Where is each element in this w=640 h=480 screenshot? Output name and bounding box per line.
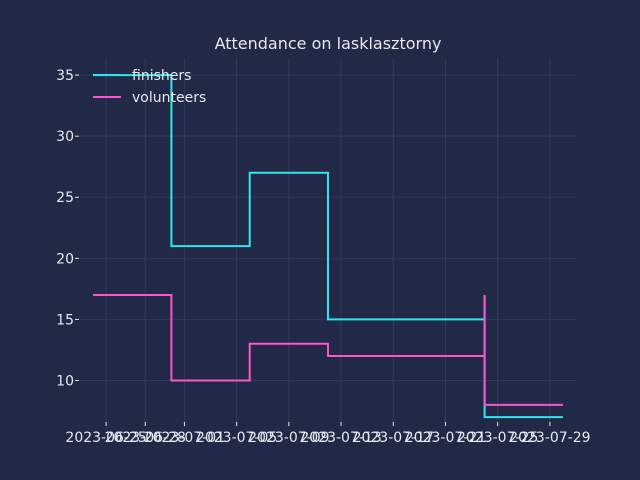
series-line-finishers	[93, 74, 563, 419]
series-line-volunteers	[93, 294, 563, 406]
x-tick-label: 2023-07-13	[300, 430, 381, 446]
x-tick-label: 2023-07-25	[457, 430, 538, 446]
y-tick-label: 15	[56, 312, 74, 328]
y-tick-label: 30	[56, 129, 74, 145]
y-axis-ticks: 10 15 20 25 30 35	[56, 68, 79, 389]
x-tick-label: 2023-06-28	[105, 430, 186, 446]
x-axis-ticks: 2023-06-252023-06-282023-07-012023-07-05…	[65, 422, 591, 446]
x-tick-label: 2023-07-01	[144, 430, 225, 446]
y-tick-label: 20	[56, 251, 74, 267]
x-tick-label: 2023-07-09	[248, 430, 329, 446]
x-tick-label: 2023-07-21	[405, 430, 486, 446]
y-tick-label: 25	[56, 190, 74, 206]
y-tick-label: 35	[56, 68, 74, 84]
x-tick-label: 2023-07-29	[509, 430, 590, 446]
legend: finishers volunteers	[93, 68, 206, 106]
chart-title: Attendance on lasklasztorny	[215, 34, 442, 53]
x-tick-label: 2023-07-17	[353, 430, 434, 446]
legend-label-finishers: finishers	[132, 68, 191, 84]
x-tick-label: 2023-06-25	[65, 430, 146, 446]
x-tick-label: 2023-07-05	[196, 430, 277, 446]
y-tick-label: 10	[56, 373, 74, 389]
plot-area	[93, 74, 563, 419]
legend-label-volunteers: volunteers	[132, 90, 206, 106]
